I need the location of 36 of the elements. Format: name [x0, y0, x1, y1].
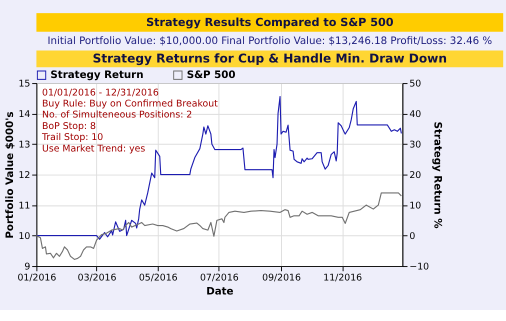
annotation: BoP Stop: 8 — [42, 120, 96, 132]
y2-tick-label: −10 — [409, 261, 430, 272]
line-series — [36, 192, 402, 260]
y2-tick-label: 50 — [409, 78, 422, 90]
x-axis-title: Date — [206, 286, 234, 298]
legend-label: S&P 500 — [186, 68, 236, 81]
legend-label: Strategy Return — [50, 68, 144, 81]
y2-tick-label: 30 — [409, 139, 422, 150]
y-tick-label: 10 — [18, 230, 30, 242]
chart-subtitle: Initial Portfolio Value: $10,000.00 Final Portfolio Value: $13,246.18 Profit/Loss: 32.46 % — [47, 34, 492, 47]
y-tick-label: 11 — [18, 200, 30, 212]
annotation: No. of Simulteneous Positions: 2 — [42, 110, 192, 121]
y2-tick-label: 10 — [409, 200, 422, 212]
x-tick-label: 03/2016 — [78, 272, 116, 284]
x-tick-label: 11/2016 — [323, 272, 362, 284]
line-series — [36, 96, 402, 240]
x-tick-label: 07/2016 — [200, 272, 239, 284]
annotation: Buy Rule: Buy on Confirmed Breakout — [42, 98, 218, 110]
annotation: 01/01/2016 - 12/31/2016 — [42, 87, 159, 98]
x-tick-label: 05/2016 — [138, 272, 178, 284]
y-tick-label: 12 — [18, 170, 30, 181]
x-tick-label: 01/2016 — [17, 272, 56, 284]
x-tick-label: 09/2016 — [262, 272, 301, 284]
y2-tick-label: 20 — [409, 170, 422, 181]
y-tick-label: 14 — [18, 108, 30, 120]
y-axis-title: Portfolio Value $000's — [4, 112, 16, 239]
text: Strategy Returns for Cup & Handle Min. Draw Down — [92, 52, 447, 66]
annotation: Use Market Trend: yes — [42, 143, 146, 154]
y-tick-label: 13 — [18, 139, 30, 150]
y-tick-label: 9 — [24, 261, 30, 272]
y2-tick-label: 40 — [409, 108, 422, 120]
y2-axis-title: Strategy Return % — [432, 122, 444, 229]
y-tick-label: 15 — [18, 78, 30, 90]
annotation: Trail Stop: 10 — [41, 132, 104, 144]
chart-title: Strategy Results Compared to S&P 500 — [146, 16, 394, 30]
y2-tick-label: 0 — [409, 230, 416, 242]
